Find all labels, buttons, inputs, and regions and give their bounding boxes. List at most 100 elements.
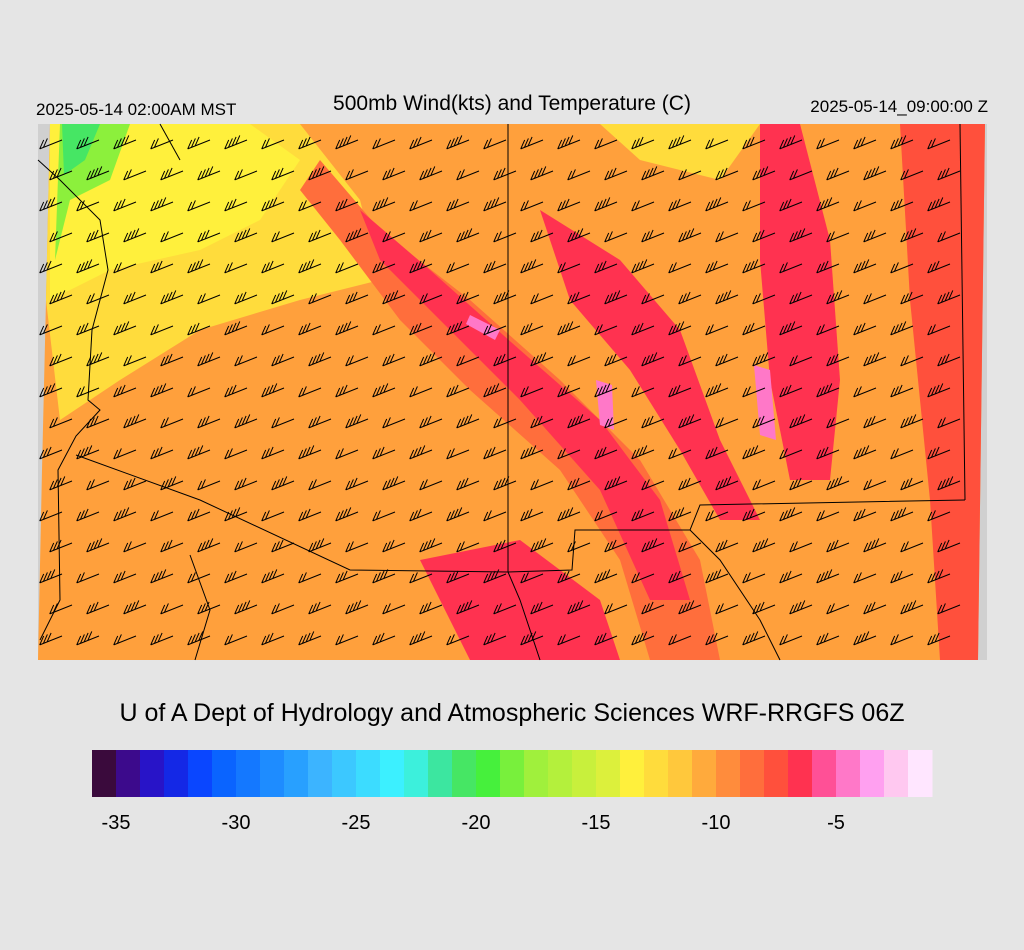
wind-barb (530, 229, 554, 243)
wind-barb (668, 135, 692, 150)
wind-barb (335, 507, 359, 522)
wind-barb (298, 445, 322, 460)
wind-barb (345, 477, 369, 491)
colorbar-swatch (812, 750, 837, 797)
wind-barb (298, 136, 322, 150)
wind-barb (446, 262, 470, 274)
colorbar-swatch (644, 750, 669, 797)
wind-barb (345, 541, 369, 553)
wind-barb (419, 538, 443, 553)
wind-barb (224, 198, 248, 212)
wind-barb (150, 632, 174, 646)
wind-barb (631, 322, 655, 336)
wind-barb (187, 322, 211, 336)
wind-barb (224, 570, 248, 584)
wind-barb (261, 569, 285, 584)
wind-barb (715, 167, 739, 181)
wind-barb (335, 448, 359, 460)
wind-barb (483, 446, 507, 460)
wind-barb (853, 136, 877, 150)
wind-barb (419, 229, 443, 243)
wind-barb (678, 228, 702, 243)
wind-barb (86, 166, 110, 181)
colorbar-swatch (212, 750, 237, 797)
wind-barb (715, 290, 739, 305)
wind-barb (456, 541, 480, 553)
wind-barb (224, 448, 248, 460)
wind-barb (187, 572, 211, 584)
colorbar-swatch (428, 750, 453, 797)
colorbar-swatch (668, 750, 693, 797)
wind-barb (409, 136, 433, 150)
wind-barb (557, 262, 581, 274)
wind-barb (530, 352, 554, 367)
wind-barb (76, 631, 100, 646)
colorbar-swatch (716, 750, 741, 797)
wind-barb (863, 352, 887, 367)
wind-barb (890, 262, 914, 274)
colorbar-swatch (596, 750, 621, 797)
wind-barb (604, 167, 628, 181)
wind-barb (86, 601, 110, 615)
wind-barb (234, 600, 258, 615)
wind-barb (816, 260, 840, 274)
border (189, 554, 211, 661)
wind-barb (456, 355, 480, 367)
wind-barb (382, 353, 406, 367)
wind-barb (123, 291, 147, 305)
wind-barb (604, 603, 628, 615)
wind-barb (261, 632, 285, 646)
wind-barb (927, 138, 951, 150)
wind-barb (419, 166, 443, 181)
wind-barb (382, 417, 406, 429)
wind-barb (298, 631, 322, 646)
wind-barb (493, 539, 517, 553)
wind-barb (557, 321, 581, 336)
colorbar-swatch (164, 750, 189, 797)
wind-barb (261, 383, 285, 398)
wind-barb (668, 262, 692, 274)
wind-barb (816, 197, 840, 212)
wind-barb (86, 293, 110, 305)
wind-barb (234, 291, 258, 305)
wind-barb (197, 479, 221, 491)
wind-barb (76, 259, 100, 274)
wind-barb (446, 384, 470, 398)
wind-barb (567, 169, 591, 181)
wind-barb (742, 136, 766, 150)
wind-barb (150, 569, 174, 584)
wind-barb (160, 603, 184, 615)
colorbar-swatch (860, 750, 885, 797)
wind-barb (382, 476, 406, 491)
wind-barb (678, 169, 702, 181)
wind-barb (567, 414, 591, 429)
wind-barb (715, 231, 739, 243)
wind-barb (530, 479, 554, 491)
wind-barb (715, 539, 739, 553)
wind-barb (335, 634, 359, 646)
wind-barb (678, 600, 702, 615)
wind-barb (483, 510, 507, 522)
wind-barb (900, 541, 924, 553)
wind-barb (419, 479, 443, 491)
colorbar-tick-label: -15 (582, 812, 611, 834)
wind-barb (150, 324, 174, 336)
wind-barb (641, 166, 665, 181)
map (37, 123, 987, 661)
wind-barb (900, 169, 924, 181)
wind-barb (335, 321, 359, 336)
wind-barb (224, 507, 248, 522)
wind-barb (123, 169, 147, 181)
wind-barb (752, 601, 776, 615)
wind-barb (641, 293, 665, 305)
wind-barb (826, 417, 850, 429)
wind-barb (308, 293, 332, 305)
wind-barb (123, 600, 147, 615)
wind-barb (779, 507, 803, 522)
wind-barb (853, 631, 877, 646)
wind-barb (520, 445, 544, 460)
wind-barb (308, 352, 332, 367)
wind-barb (927, 324, 951, 336)
wind-barb (39, 260, 63, 274)
wind-barb (530, 538, 554, 553)
